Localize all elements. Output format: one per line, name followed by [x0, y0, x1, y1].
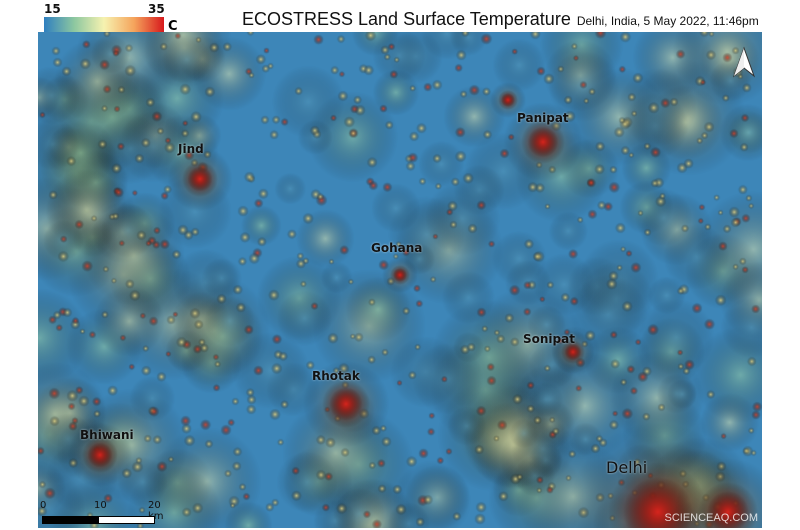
- city-label-sonipat: Sonipat: [523, 332, 575, 346]
- scale-segment-white: [98, 516, 155, 524]
- scale-tick-20: 20 km: [148, 500, 164, 522]
- city-label-delhi: Delhi: [606, 458, 648, 477]
- city-label-panipat: Panipat: [517, 111, 569, 125]
- temperature-map: Panipat Jind Gohana Sonipat Rhotak Bhiwa…: [38, 32, 762, 528]
- temperature-raster: [38, 32, 762, 528]
- scale-tick-10: 10: [94, 500, 107, 511]
- legend-min: 15: [44, 2, 61, 16]
- legend-max: 35: [148, 2, 165, 16]
- map-title: ECOSTRESS Land Surface Temperature Delhi,…: [242, 9, 759, 30]
- map-subtitle: Delhi, India, 5 May 2022, 11:46pm: [576, 14, 759, 28]
- north-arrow-icon: [732, 46, 756, 78]
- city-label-bhiwani: Bhiwani: [80, 428, 134, 442]
- legend-unit: C: [168, 19, 178, 34]
- title-text: ECOSTRESS Land Surface Temperature: [242, 9, 571, 29]
- city-label-gohana: Gohana: [371, 241, 423, 255]
- city-label-jind: Jind: [178, 142, 204, 156]
- city-label-rhotak: Rhotak: [312, 369, 360, 383]
- legend-colorbar: [44, 17, 164, 33]
- scale-tick-0: 0: [40, 500, 47, 511]
- watermark: SCIENCEAQ.COM: [664, 512, 758, 524]
- color-legend: 15 35 C: [44, 2, 178, 36]
- scale-bar: 0 10 20 km: [40, 500, 164, 526]
- scale-segment-black: [42, 516, 99, 524]
